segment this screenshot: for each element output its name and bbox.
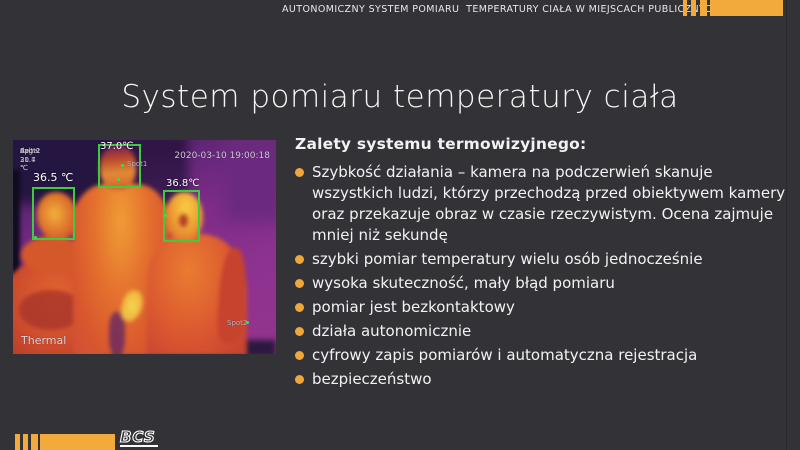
thermal-left-edge	[13, 170, 20, 354]
top-bar-title: AUTONOMICZNY SYSTEM POMIARU TEMPERATURY …	[282, 4, 720, 15]
bullet-icon	[295, 327, 304, 336]
top-accent-bar	[700, 0, 707, 16]
face-box-left	[32, 187, 75, 240]
top-accent-bar	[691, 0, 696, 16]
face-box-left-marker-dot	[34, 236, 37, 239]
advantage-text: szybki pomiar temperatury wielu osób jed…	[312, 250, 703, 268]
bullet-icon	[295, 351, 304, 360]
top-accent-bar	[683, 0, 687, 16]
osd-spot1-label: Spot1	[20, 147, 41, 155]
footer-accent-bar	[31, 434, 38, 450]
list-item: cyfrowy zapis pomiarów i automatyczna re…	[295, 345, 791, 366]
footer-accent-bar	[23, 434, 28, 450]
bullet-icon	[295, 255, 304, 264]
bullet-icon	[295, 303, 304, 312]
list-item: wysoka skuteczność, mały błąd pomiaru	[295, 273, 791, 294]
person-left-hood	[19, 290, 83, 330]
advantages-heading: Zalety systemu termowizyjnego:	[295, 135, 587, 153]
advantage-text: cyfrowy zapis pomiarów i automatyczna re…	[312, 346, 698, 364]
bullet-icon	[295, 375, 304, 384]
advantage-text: wysoka skuteczność, mały błąd pomiaru	[312, 274, 615, 292]
list-item: bezpieczeństwo	[295, 369, 791, 390]
thermal-right-shadow	[224, 140, 276, 222]
temperature-reading-center: 37.0℃	[100, 141, 134, 152]
osd-spot2-avg: Avg 20.7 ℃	[20, 147, 36, 172]
spot1-marker-dot2	[117, 178, 120, 181]
face-box-center	[98, 144, 141, 188]
advantages-section: Zalety systemu termowizyjnego: Szybkość …	[295, 135, 791, 390]
thermal-camera-image: 37.0℃ 36.5 ℃ 36.8℃ Spot1 Avg 31.4 ℃ Spot…	[13, 140, 276, 354]
advantage-text: pomiar jest bezkontaktowy	[312, 298, 515, 316]
osd-timestamp: 2020-03-10 19:00:18	[174, 151, 270, 161]
bullet-icon	[295, 279, 304, 288]
temperature-reading-left: 36.5 ℃	[33, 171, 74, 184]
person-center-head	[100, 145, 136, 190]
advantages-list: Szybkość działania – kamera na podczerwi…	[295, 162, 791, 390]
spot2-marker-dot	[246, 321, 249, 324]
bcs-logo: BCS	[119, 428, 158, 447]
osd-spot2-label: Spot2	[20, 147, 41, 155]
face-box-right	[163, 190, 200, 242]
face-box-right-marker-dot	[164, 214, 167, 217]
thermal-figures	[13, 140, 276, 354]
top-accent-bar	[710, 0, 783, 16]
osd-delta-label: delta	[20, 147, 38, 155]
person-left-shoulder	[21, 236, 83, 274]
spot1-marker-label: Spot1	[127, 160, 148, 168]
footer-accent-bar	[40, 434, 115, 450]
list-item: działa autonomicznie	[295, 321, 791, 342]
spot2-marker-label: Spot2	[227, 319, 248, 327]
advantage-text: działa autonomicznie	[312, 322, 472, 340]
person-center-leg-shadow	[109, 312, 125, 354]
page-title: System pomiaru temperatury ciała	[121, 79, 679, 115]
osd-mode-label: Thermal	[21, 334, 67, 347]
osd-spot1-avg: Avg 31.4 ℃	[20, 147, 36, 172]
spot1-marker-dot	[121, 164, 124, 167]
list-item: szybki pomiar temperatury wielu osób jed…	[295, 249, 791, 270]
person-right-ear	[179, 214, 188, 227]
right-edge-seam	[786, 0, 787, 450]
bullet-icon	[295, 168, 304, 177]
list-item: Szybkość działania – kamera na podczerwi…	[295, 162, 791, 246]
list-item: pomiar jest bezkontaktowy	[295, 297, 791, 318]
temperature-reading-right: 36.8℃	[166, 178, 200, 189]
footer-accent-bar	[15, 434, 20, 450]
advantage-text: bezpieczeństwo	[312, 370, 432, 388]
advantage-text: Szybkość działania – kamera na podczerwi…	[312, 163, 786, 244]
